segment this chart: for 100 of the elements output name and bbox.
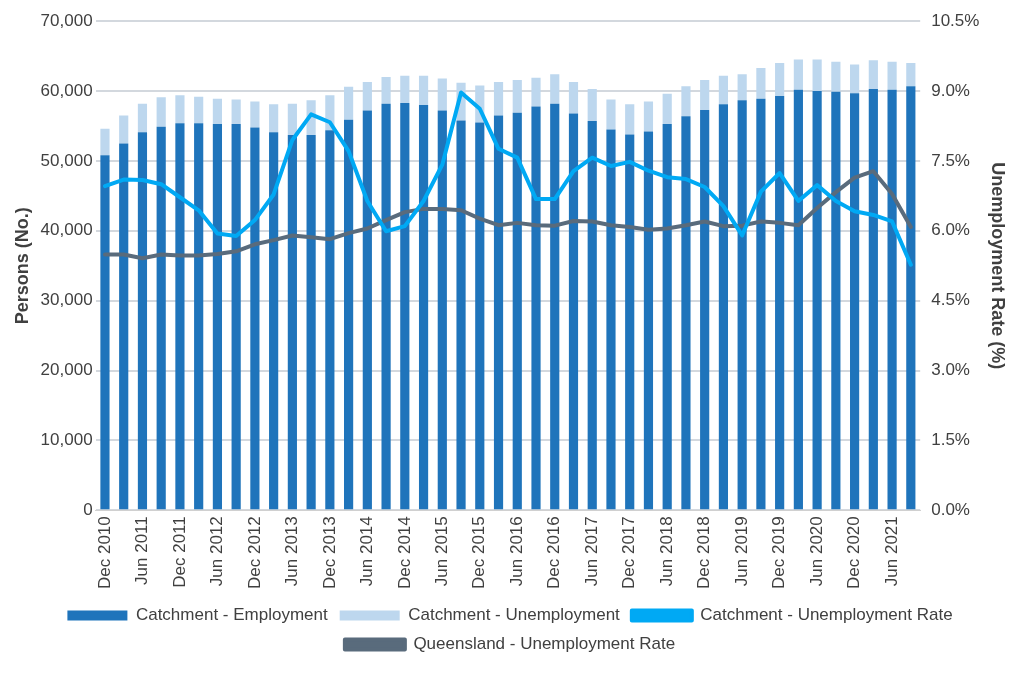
bar (831, 61, 841, 92)
bar (756, 68, 766, 99)
bar (662, 93, 672, 124)
bar (269, 104, 279, 133)
bar (437, 78, 447, 111)
bar (418, 75, 429, 106)
bar (643, 131, 654, 510)
bar (212, 123, 222, 510)
x-tick-label: Dec 2020 (844, 516, 864, 590)
bar (175, 95, 185, 124)
y-tick-label: 70,000 (40, 10, 93, 30)
bar (344, 86, 354, 120)
bar (868, 60, 878, 89)
bar (700, 79, 710, 110)
x-tick-label: Dec 2013 (319, 516, 339, 590)
bar (850, 64, 860, 94)
bar (287, 103, 297, 136)
bar (625, 134, 635, 510)
y2-axis-title: Unemployment Rate (%) (988, 162, 1009, 370)
y2-tick-label: 6.0% (931, 220, 970, 240)
bar (831, 91, 841, 510)
x-tick-label: Jun 2020 (806, 516, 826, 587)
y-tick-label: 50,000 (40, 150, 93, 170)
bar (906, 63, 916, 87)
x-tick-label: Dec 2016 (544, 516, 564, 590)
bar (756, 98, 766, 510)
bar (493, 115, 504, 510)
bar (381, 77, 391, 104)
bar (681, 86, 691, 117)
bar (587, 88, 597, 122)
bar (737, 100, 747, 510)
legend-label: Catchment - Unemployment Rate (700, 605, 953, 625)
bar (456, 120, 466, 510)
y2-tick-label: 1.5% (931, 430, 970, 450)
x-tick-label: Dec 2017 (619, 516, 639, 590)
y-tick-label: 40,000 (40, 220, 93, 240)
bar (475, 122, 485, 510)
bar (418, 105, 429, 510)
x-tick-label: Dec 2015 (469, 516, 489, 590)
bar (381, 103, 391, 510)
y-tick-label: 20,000 (40, 360, 93, 380)
bar (194, 96, 204, 124)
legend-label: Catchment - Employment (135, 605, 328, 625)
x-tick-label: Dec 2014 (394, 516, 414, 590)
bar (887, 89, 897, 510)
bar (119, 115, 129, 144)
bar (906, 86, 916, 510)
bar (287, 135, 297, 510)
legend-label: Catchment - Unemployment (408, 605, 621, 625)
bar (775, 63, 785, 96)
bar (156, 97, 166, 127)
bar (718, 104, 729, 510)
bar (587, 121, 597, 510)
x-tick-label: Jun 2014 (357, 516, 377, 587)
x-tick-label: Dec 2012 (244, 516, 264, 590)
bar (606, 99, 616, 130)
bar (550, 74, 560, 104)
y2-tick-label: 4.5% (931, 290, 970, 310)
bar (793, 89, 803, 510)
x-tick-label: Jun 2015 (431, 516, 451, 587)
bar (100, 128, 110, 156)
y2-tick-label: 3.0% (931, 360, 970, 380)
x-tick-label: Jun 2013 (282, 516, 302, 587)
x-tick-label: Jun 2019 (731, 516, 751, 587)
bar (737, 74, 747, 101)
bar (718, 75, 729, 105)
x-tick-label: Jun 2011 (132, 516, 152, 585)
bar (793, 59, 803, 90)
bar (156, 126, 166, 510)
bar (887, 61, 897, 90)
bar (643, 101, 654, 132)
bar (531, 106, 541, 510)
bar (812, 59, 822, 92)
x-tick-label: Dec 2019 (769, 516, 789, 590)
bar (362, 110, 372, 510)
bar (681, 116, 691, 510)
bar (531, 77, 541, 107)
bar (512, 79, 522, 113)
bar (493, 81, 504, 116)
y2-tick-label: 0.0% (931, 499, 970, 519)
y-tick-label: 0 (83, 499, 93, 519)
y-axis-title: Persons (No.) (11, 207, 32, 325)
bar (662, 123, 672, 510)
bar (344, 119, 354, 510)
y2-tick-label: 7.5% (931, 150, 970, 170)
y-tick-label: 60,000 (40, 80, 93, 100)
bar (550, 103, 560, 510)
bar (231, 123, 241, 510)
bar (306, 135, 316, 510)
bar (625, 104, 635, 135)
y-tick-label: 30,000 (40, 290, 93, 310)
x-tick-label: Dec 2018 (694, 516, 714, 590)
x-tick-label: Jun 2016 (506, 516, 526, 587)
legend-label: Queensland - Unemployment Rate (413, 634, 676, 654)
bar (194, 123, 204, 510)
bar (100, 155, 110, 510)
bar (325, 130, 335, 510)
x-tick-label: Jun 2021 (881, 516, 901, 587)
bar (400, 75, 410, 103)
bar (700, 109, 710, 510)
